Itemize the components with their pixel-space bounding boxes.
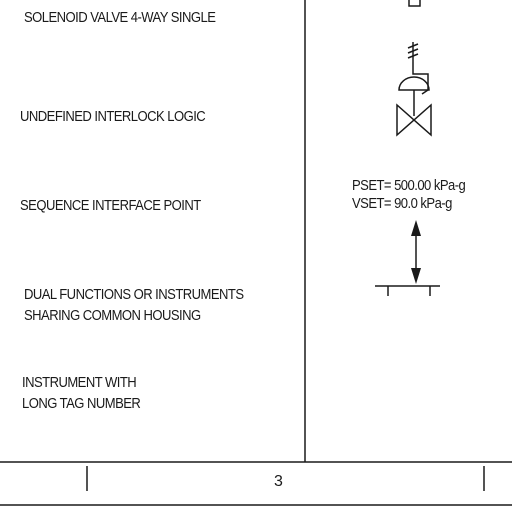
legend-row-solenoid-valve: SOLENOID VALVE 4-WAY SINGLE xyxy=(24,8,216,29)
title-block-frame xyxy=(0,461,512,506)
legend-row-text: UNDEFINED INTERLOCK LOGIC xyxy=(20,109,206,125)
legend-row-text: SEQUENCE INTERFACE POINT xyxy=(20,198,201,214)
legend-row-text: SOLENOID VALVE 4-WAY SINGLE xyxy=(24,10,216,26)
legend-row-text: SHARING COMMON HOUSING xyxy=(24,308,201,324)
legend-row-dual-functions: DUAL FUNCTIONS OR INSTRUMENTS SHARING CO… xyxy=(24,285,244,327)
valve-actuator-symbol xyxy=(396,42,432,137)
pset-label: PSET= 500.00 kPa-g xyxy=(352,178,466,194)
legend-row-sequence-interface: SEQUENCE INTERFACE POINT xyxy=(20,196,201,217)
sheet-number: 3 xyxy=(274,473,283,490)
sequence-interface-arrow xyxy=(375,220,440,296)
solenoid-valve-symbol xyxy=(408,0,421,7)
legend-row-interlock-logic: UNDEFINED INTERLOCK LOGIC xyxy=(20,107,206,128)
legend-row-long-tag: INSTRUMENT WITH LONG TAG NUMBER xyxy=(22,373,141,415)
vset-label: VSET= 90.0 kPa-g xyxy=(352,196,452,212)
legend-row-text: INSTRUMENT WITH xyxy=(22,375,137,391)
legend-row-text: LONG TAG NUMBER xyxy=(22,396,141,412)
legend-row-text: DUAL FUNCTIONS OR INSTRUMENTS xyxy=(24,287,244,303)
